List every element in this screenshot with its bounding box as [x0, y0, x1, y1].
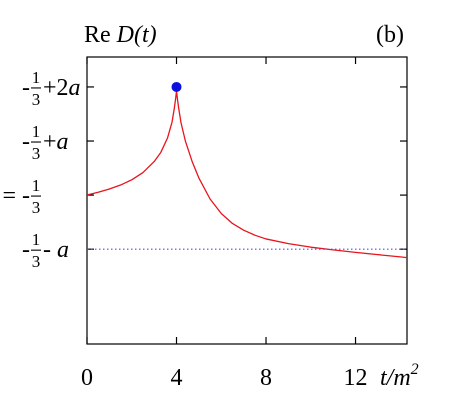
x-tick-labels: 0 4 8 12 [81, 365, 368, 391]
y-tick-denominator: 3 [32, 252, 41, 271]
y-tick-label: -1 3 +2a [22, 68, 81, 109]
chart-title: Re D(t) [84, 22, 157, 48]
y-tick-suffix: - a [43, 237, 69, 263]
x-tick-label: 0 [81, 365, 93, 391]
y-tick-labels: -13+2a-13+aD = -13-13- a [0, 68, 81, 271]
x-tick-label: 8 [260, 365, 272, 391]
y-tick-denominator: 3 [32, 198, 41, 217]
y-tick-label: D = -1 3 [0, 176, 41, 217]
y-tick-numerator: 1 [32, 230, 41, 249]
y-tick-prefix: D = - [0, 183, 30, 209]
x-tick-label: 4 [171, 365, 183, 391]
x-axis-label-sup: 2 [411, 361, 419, 378]
y-tick-numerator: 1 [32, 122, 41, 141]
y-tick-prefix: - [22, 237, 30, 263]
series-group [86, 81, 408, 259]
plot-frame [86, 56, 408, 345]
peak-marker [171, 81, 182, 92]
y-tick-denominator: 3 [32, 144, 41, 163]
y-tick-label: -1 3- a [22, 230, 69, 271]
y-tick-numerator: 1 [32, 176, 41, 195]
y-tick-numerator: 1 [32, 68, 41, 87]
panel-label: (b) [376, 22, 404, 48]
ticks [86, 57, 407, 344]
y-tick-label: -1 3 +a [22, 122, 69, 163]
x-axis-label-main: t/m [380, 365, 411, 391]
x-axis-label: t/m2 [380, 361, 419, 391]
x-tick-label: 12 [344, 365, 368, 391]
series-line [86, 90, 408, 259]
y-tick-prefix: - [22, 129, 30, 155]
y-tick-suffix: +2a [43, 75, 81, 101]
y-tick-suffix: +a [43, 129, 69, 155]
title-expression: D(t) [116, 22, 157, 48]
title-prefix: Re [84, 22, 111, 48]
y-tick-denominator: 3 [32, 90, 41, 109]
y-tick-prefix: - [22, 75, 30, 101]
